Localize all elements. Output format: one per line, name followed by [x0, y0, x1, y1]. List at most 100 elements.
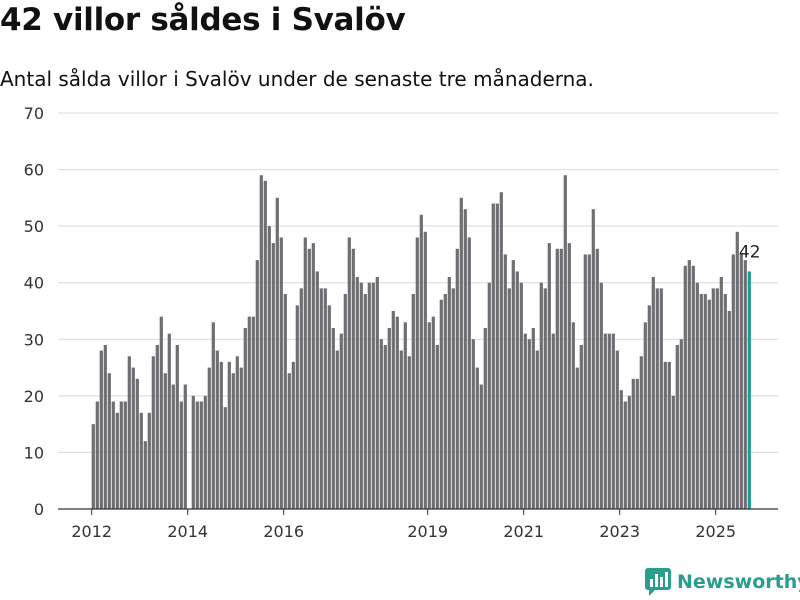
bar [627, 395, 631, 509]
bar [267, 226, 271, 509]
bar [715, 288, 719, 509]
bar [243, 327, 247, 509]
chart-title: 42 villor såldes i Svalöv [0, 2, 406, 38]
bar [635, 378, 639, 509]
bar [91, 424, 95, 509]
bar [559, 248, 563, 509]
bar [367, 282, 371, 509]
bar [207, 367, 211, 509]
bar [683, 265, 687, 509]
bar [247, 316, 251, 509]
x-tick-label: 2023 [599, 522, 640, 541]
bar [103, 344, 107, 509]
bar [199, 401, 203, 509]
bar [271, 243, 275, 509]
bar [259, 175, 263, 509]
bar [387, 327, 391, 509]
data-label-last: 42 [739, 242, 761, 262]
bar [343, 294, 347, 509]
y-tick-label: 10 [24, 443, 44, 462]
bar [475, 367, 479, 509]
bar [435, 344, 439, 509]
bar [679, 339, 683, 509]
y-tick-label: 60 [24, 161, 44, 180]
bar [419, 214, 423, 510]
bar [375, 277, 379, 509]
bar [467, 237, 471, 509]
bar [611, 333, 615, 509]
bar-chart: 0 10 20 30 40 50 60 70 2012 2014 2016 2019 2021 2023 2… [24, 104, 778, 541]
bar [443, 294, 447, 509]
bar [671, 395, 675, 509]
bar [503, 254, 507, 509]
bar [227, 361, 231, 509]
bar [287, 373, 291, 509]
bar [495, 203, 499, 509]
bar [667, 361, 671, 509]
x-tick-label: 2019 [407, 522, 448, 541]
bar [615, 350, 619, 509]
bar [283, 294, 287, 509]
chart-subtitle: Antal sålda villor i Svalöv under de sen… [0, 67, 594, 91]
bar [315, 271, 319, 509]
bar [575, 367, 579, 509]
bar [723, 294, 727, 509]
bar [439, 299, 443, 509]
bar [639, 356, 643, 509]
bar [543, 288, 547, 509]
x-tick-label: 2012 [71, 522, 112, 541]
x-tick-label: 2025 [695, 522, 736, 541]
y-tick-label: 70 [24, 104, 44, 123]
bar [579, 344, 583, 509]
bar [339, 333, 343, 509]
brand: Newsworthy [645, 568, 800, 596]
bar [687, 260, 691, 509]
bar [223, 407, 227, 509]
bar [523, 333, 527, 509]
bar [135, 378, 139, 509]
bar [403, 322, 407, 509]
bar [291, 361, 295, 509]
bar [499, 192, 503, 509]
bar [411, 294, 415, 509]
bar [643, 322, 647, 509]
brand-name: Newsworthy [677, 571, 800, 593]
bar [731, 254, 735, 509]
bar [739, 254, 743, 509]
bar [743, 260, 747, 509]
bar [479, 384, 483, 509]
bar [323, 288, 327, 509]
bar [99, 350, 103, 509]
bar [507, 288, 511, 509]
bar [447, 277, 451, 509]
bar [711, 288, 715, 509]
bar [547, 243, 551, 509]
bar [263, 180, 267, 509]
bar [147, 412, 151, 509]
bar [471, 339, 475, 509]
y-tick-label: 0 [34, 500, 44, 519]
bar [519, 282, 523, 509]
bar [119, 401, 123, 509]
bar [167, 333, 171, 509]
bar [483, 327, 487, 509]
bar [139, 412, 143, 509]
bar [143, 441, 147, 509]
bar [515, 271, 519, 509]
bar [379, 339, 383, 509]
y-tick-label: 30 [24, 330, 44, 349]
bar [179, 401, 183, 509]
bar [355, 277, 359, 509]
bar [631, 378, 635, 509]
bar [231, 373, 235, 509]
bar [383, 344, 387, 509]
bar-highlight [747, 271, 751, 509]
bar [659, 288, 663, 509]
bar [423, 231, 427, 510]
bar [583, 254, 587, 509]
bar [463, 209, 467, 509]
bar [235, 356, 239, 509]
bar [275, 197, 279, 509]
bar [607, 333, 611, 509]
bar [555, 248, 559, 509]
